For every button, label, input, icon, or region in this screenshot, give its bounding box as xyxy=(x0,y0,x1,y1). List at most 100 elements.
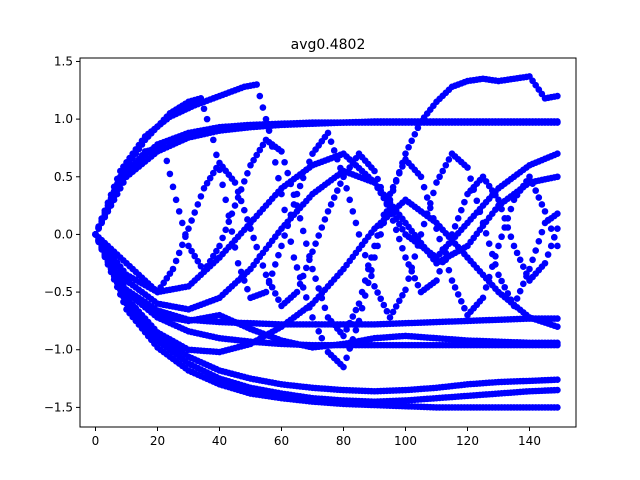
data-point xyxy=(389,183,397,191)
data-point xyxy=(303,294,310,301)
data-point xyxy=(318,224,326,231)
data-point xyxy=(396,170,403,177)
data-point xyxy=(547,225,555,232)
data-point xyxy=(504,224,512,231)
data-point xyxy=(554,376,561,384)
data-point xyxy=(520,263,527,271)
data-point xyxy=(272,159,279,166)
data-point xyxy=(197,95,205,102)
data-point xyxy=(228,228,236,235)
data-point xyxy=(241,178,248,185)
data-point xyxy=(290,191,298,199)
data-point xyxy=(191,209,198,216)
data-point xyxy=(275,251,282,259)
x-tick-label: 40 xyxy=(212,434,227,448)
y-tick-label: −0.5 xyxy=(44,285,73,299)
data-point xyxy=(262,115,270,123)
scatter-series-4 xyxy=(92,231,561,328)
data-point xyxy=(358,288,366,296)
data-point xyxy=(485,240,493,247)
data-point xyxy=(451,284,459,291)
data-point xyxy=(92,231,99,238)
data-point xyxy=(454,214,462,222)
data-point xyxy=(188,217,195,224)
data-point xyxy=(554,225,561,232)
data-point xyxy=(371,283,378,290)
data-point xyxy=(399,292,406,299)
data-point xyxy=(544,251,552,258)
data-point xyxy=(256,92,264,100)
data-point xyxy=(296,182,304,190)
x-tick-label: 140 xyxy=(518,434,541,448)
data-point xyxy=(368,254,375,261)
x-tick-label: 100 xyxy=(394,434,417,448)
data-point xyxy=(541,208,549,215)
data-point xyxy=(256,146,264,154)
data-point xyxy=(454,291,462,298)
data-point xyxy=(405,275,412,283)
data-point xyxy=(420,220,428,228)
data-point xyxy=(197,193,205,200)
data-point xyxy=(210,136,217,144)
data-point xyxy=(535,238,543,245)
data-point xyxy=(185,242,192,250)
data-point xyxy=(113,185,121,193)
data-point xyxy=(532,187,539,194)
data-point xyxy=(101,248,109,256)
data-point xyxy=(411,274,419,282)
data-point xyxy=(392,215,400,223)
data-point xyxy=(433,277,440,284)
data-point xyxy=(498,233,505,241)
data-point xyxy=(544,216,552,224)
data-point xyxy=(234,188,242,196)
data-point xyxy=(172,257,180,265)
data-point xyxy=(222,226,229,234)
data-point xyxy=(538,201,546,208)
data-point xyxy=(324,208,332,215)
data-point xyxy=(330,194,338,201)
plot-frame xyxy=(79,57,577,428)
data-point xyxy=(414,281,422,289)
data-point xyxy=(101,211,109,219)
data-point xyxy=(98,218,105,225)
data-point xyxy=(194,201,202,208)
data-point xyxy=(222,196,229,204)
data-point xyxy=(200,185,208,192)
chart-title: avg0.4802 xyxy=(291,37,366,53)
data-point xyxy=(355,300,363,307)
data-point xyxy=(259,141,267,149)
data-point xyxy=(461,304,468,312)
data-point xyxy=(538,228,546,236)
data-point xyxy=(383,199,391,207)
data-point xyxy=(213,151,220,159)
data-point xyxy=(315,285,323,292)
data-point xyxy=(380,301,388,309)
data-point xyxy=(281,232,288,239)
data-point xyxy=(479,294,487,302)
data-point xyxy=(554,150,561,158)
x-tick-label: 20 xyxy=(150,434,165,448)
data-point xyxy=(278,242,285,250)
data-point xyxy=(445,266,453,274)
data-point xyxy=(541,259,549,267)
data-point xyxy=(340,363,347,371)
data-point xyxy=(275,296,282,304)
data-point xyxy=(219,181,226,189)
data-point xyxy=(361,251,369,259)
scatter-series-13 xyxy=(92,150,561,296)
data-point xyxy=(299,272,307,280)
data-point xyxy=(200,105,208,113)
data-point xyxy=(507,233,515,241)
data-point xyxy=(554,118,561,125)
x-tick-label: 120 xyxy=(456,434,479,448)
data-point xyxy=(346,196,354,204)
scatter-series-14 xyxy=(92,196,561,356)
data-point xyxy=(374,232,381,239)
data-point xyxy=(241,206,248,214)
data-point xyxy=(482,284,490,291)
data-point xyxy=(365,265,372,273)
data-point xyxy=(507,205,515,213)
data-point xyxy=(206,126,214,133)
data-point xyxy=(343,185,350,192)
data-point xyxy=(278,148,285,155)
